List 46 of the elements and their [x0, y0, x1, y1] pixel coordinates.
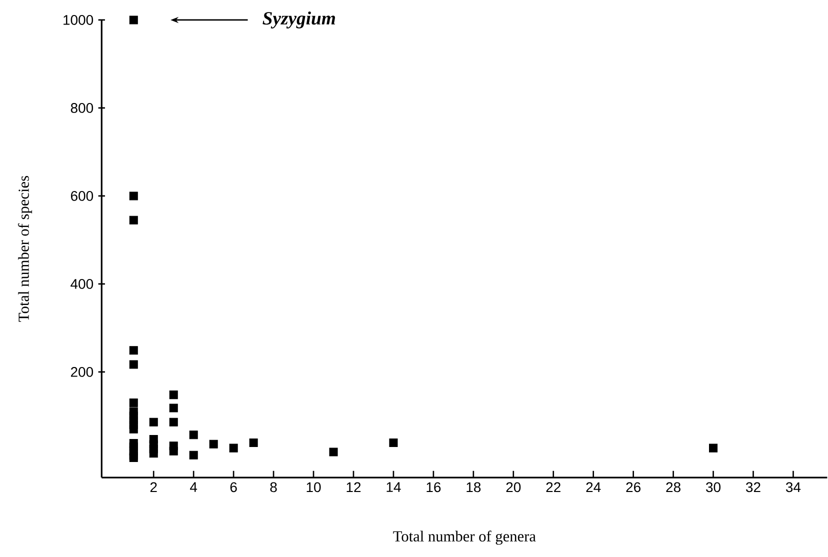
x-tick-label: 30	[706, 482, 720, 492]
y-tick-label: 1000	[64, 14, 94, 25]
x-tick-label: 8	[270, 482, 277, 492]
x-tick-label: 18	[466, 482, 481, 492]
x-tick-label: 4	[190, 482, 198, 492]
x-tick-label: 22	[546, 482, 560, 492]
x-tick-label: 28	[666, 482, 680, 492]
y-axis-title: Total number of species	[18, 176, 32, 322]
x-tick-label: 14	[386, 482, 401, 492]
point	[129, 398, 138, 407]
point	[129, 360, 138, 369]
point	[149, 448, 158, 458]
x-tick-label: 32	[746, 482, 760, 492]
x-tick-label: 24	[586, 482, 601, 492]
y-tick-label: 200	[70, 366, 94, 377]
y-tick-label: 800	[70, 102, 94, 113]
point	[389, 438, 398, 447]
x-axis-title: Total number of genera	[393, 530, 536, 544]
x-tick-label: 2	[150, 482, 157, 492]
point	[169, 446, 178, 456]
point	[189, 430, 198, 439]
point	[129, 15, 138, 24]
x-tick-label: 16	[426, 482, 441, 492]
point	[129, 346, 138, 354]
point	[189, 450, 198, 460]
point	[229, 444, 238, 452]
x-tick-label: 34	[786, 482, 801, 492]
point	[249, 438, 258, 447]
point	[169, 390, 178, 399]
annotation: Syzygium	[262, 11, 336, 28]
x-tick-label: 10	[306, 482, 321, 492]
point	[169, 404, 178, 412]
point	[329, 448, 338, 456]
point	[129, 191, 138, 200]
point	[149, 418, 158, 426]
y-tick-label: 400	[70, 278, 94, 289]
point	[169, 418, 178, 426]
point	[129, 216, 138, 224]
x-tick-label: 26	[626, 482, 640, 492]
x-tick-label: 20	[506, 482, 521, 492]
x-tick-label: 6	[230, 482, 237, 492]
y-tick-label: 600	[70, 190, 94, 201]
x-tick-label: 12	[346, 482, 361, 492]
point	[709, 444, 718, 452]
point	[209, 440, 218, 448]
point	[129, 424, 138, 434]
